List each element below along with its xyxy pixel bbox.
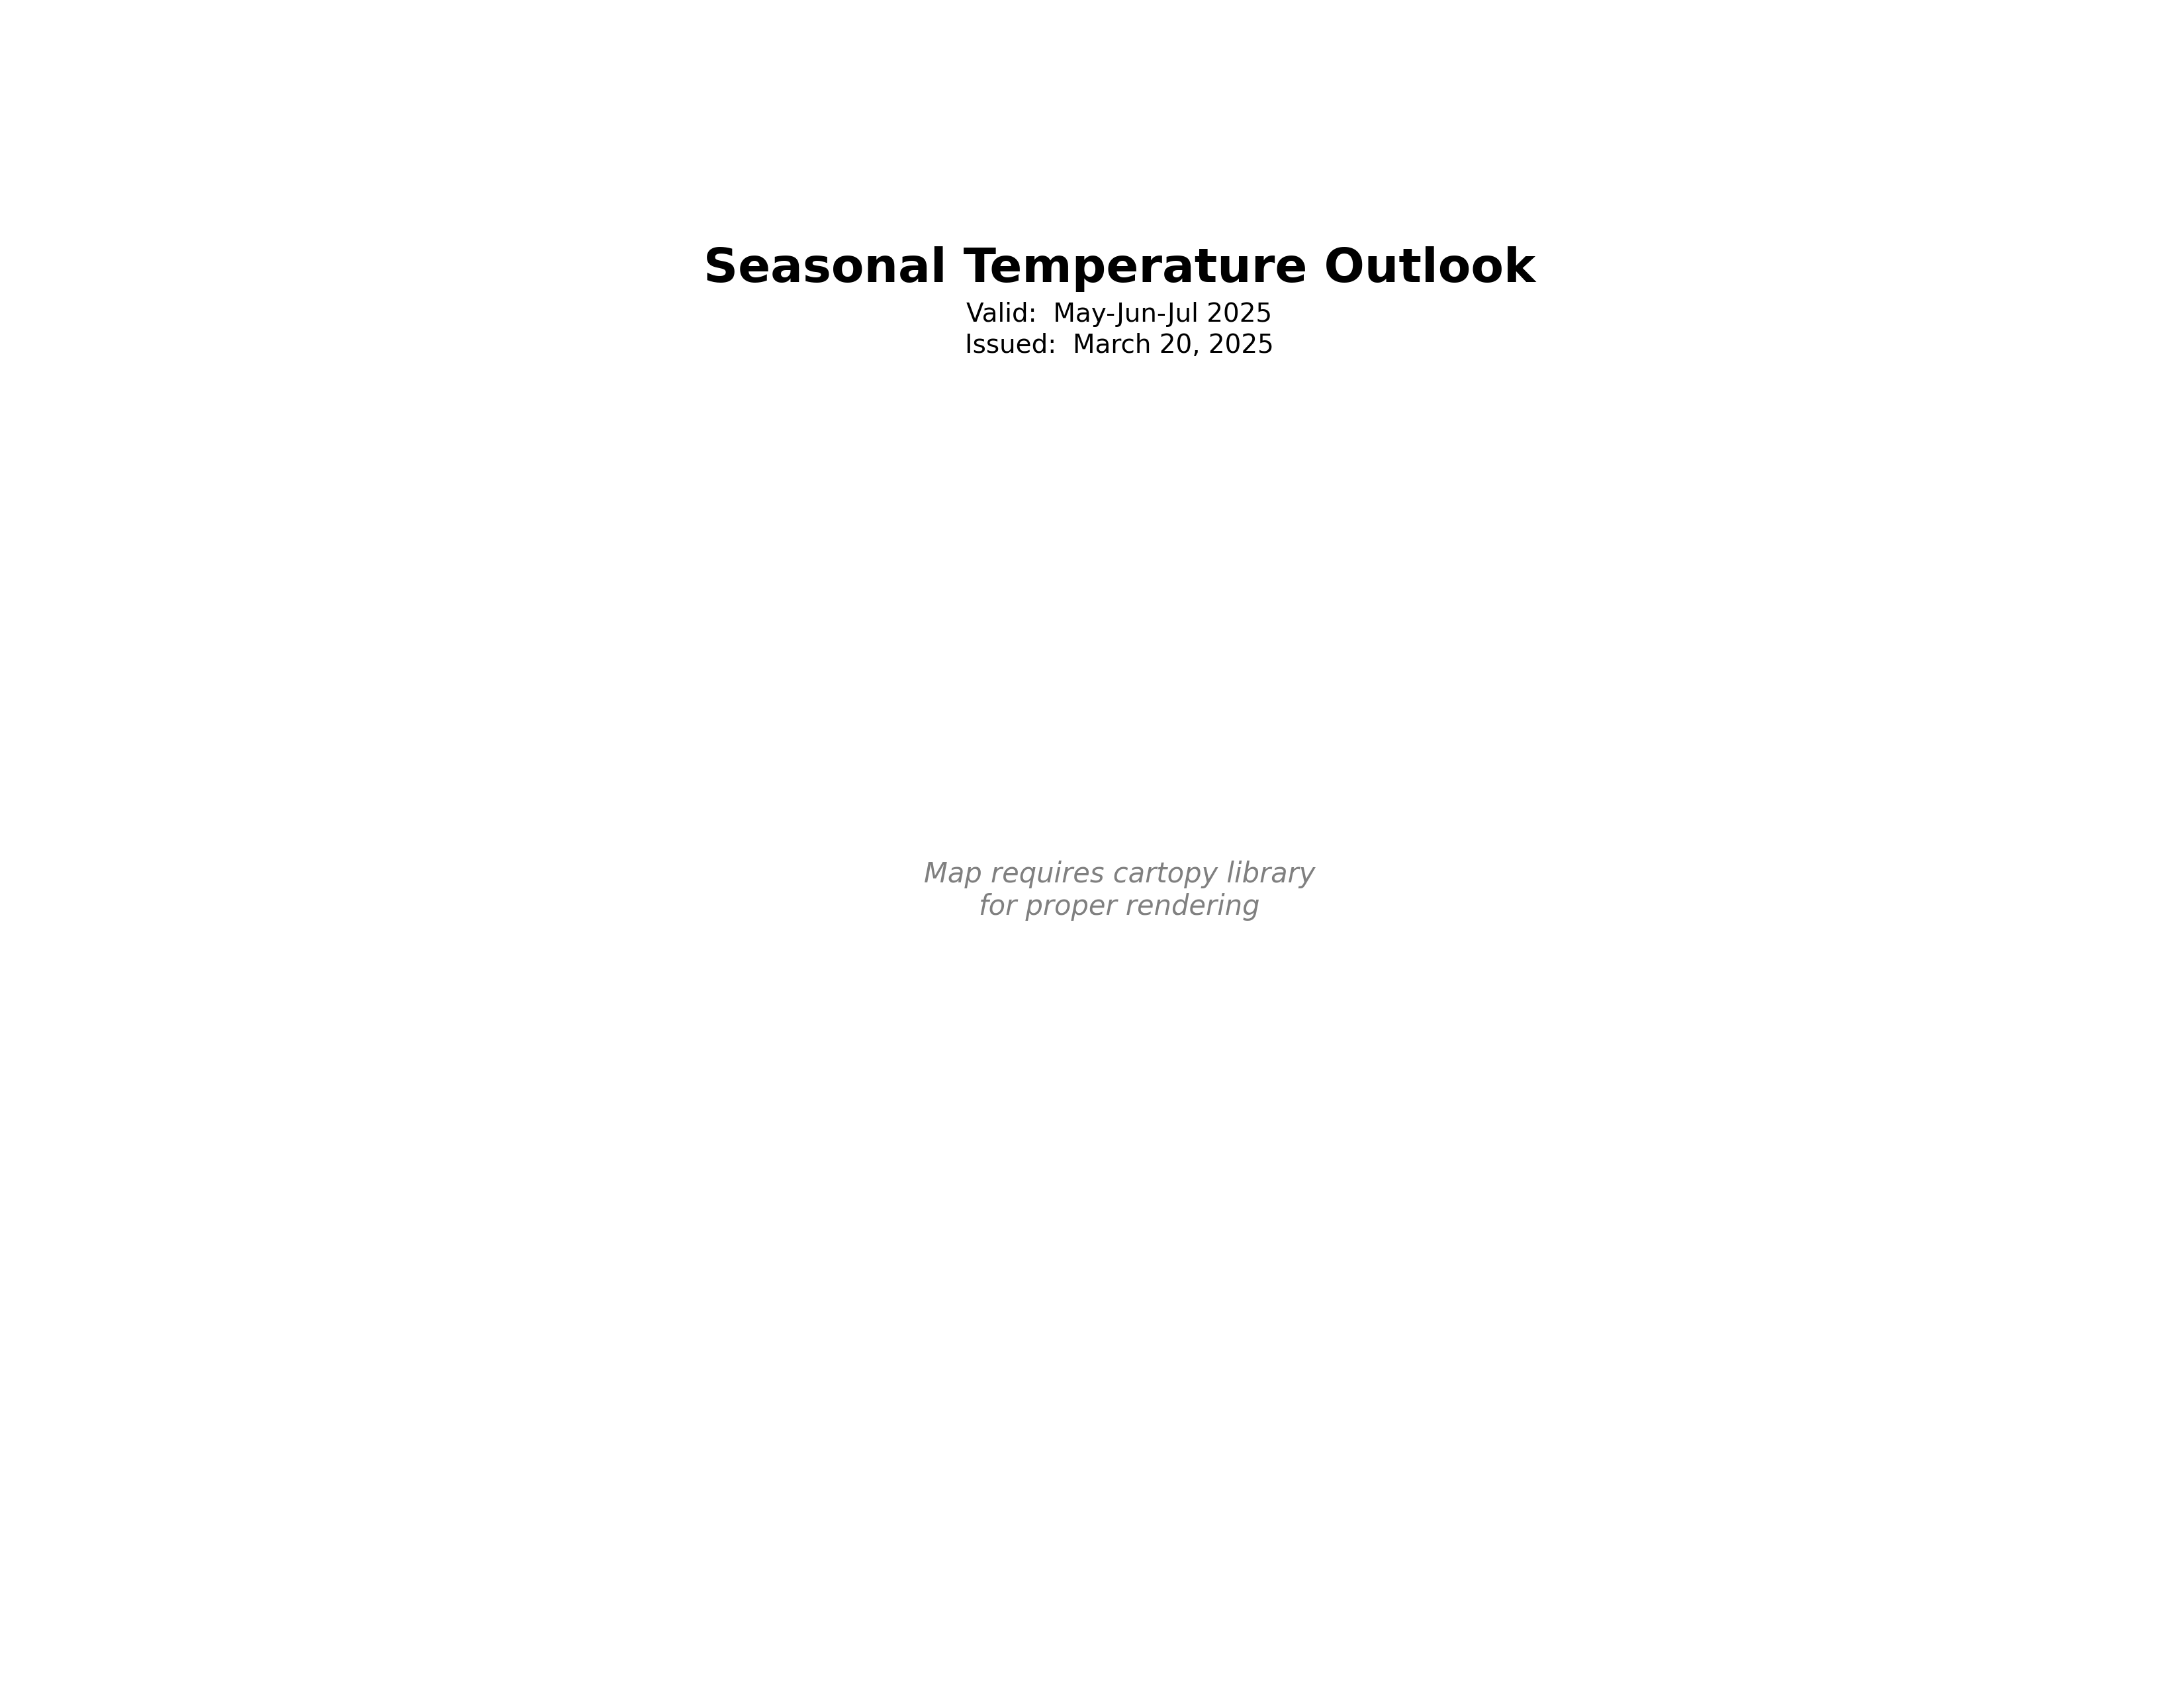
- Text: Valid:  May-Jun-Jul 2025: Valid: May-Jun-Jul 2025: [965, 302, 1273, 327]
- Text: Map requires cartopy library
for proper rendering: Map requires cartopy library for proper …: [924, 861, 1315, 920]
- Text: Seasonal Temperature Outlook: Seasonal Temperature Outlook: [703, 246, 1535, 292]
- Text: Issued:  March 20, 2025: Issued: March 20, 2025: [965, 333, 1273, 358]
